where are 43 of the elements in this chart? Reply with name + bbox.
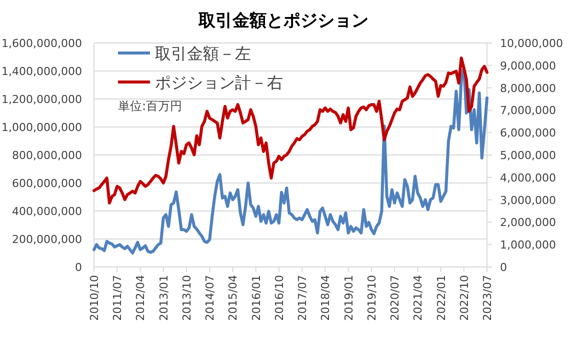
x-tick-label: 2016/01 — [250, 275, 263, 321]
y2-tick-label: 3,000,000 — [500, 194, 556, 207]
x-tick-label: 2019/10 — [365, 275, 378, 321]
x-tick-label: 2022/01 — [434, 275, 448, 321]
y2-tick-label: 9,000,000 — [500, 59, 556, 72]
x-tick-label: 2023/07 — [481, 275, 494, 321]
x-tick-label: 2020/07 — [388, 275, 402, 321]
chart-title: 取引金額とポジション — [198, 11, 368, 31]
line-series — [92, 66, 488, 254]
legend-label: 取引金額－左 — [155, 44, 251, 63]
y2-tick-label: 4,000,000 — [500, 171, 556, 184]
y-tick-label: 800,000,000 — [12, 149, 82, 162]
y-tick-label: 1,400,000,000 — [2, 65, 82, 78]
x-tick-label: 2013/10 — [180, 275, 194, 321]
y-tick-label: 600,000,000 — [12, 177, 82, 190]
x-tick-label: 2010/10 — [88, 275, 101, 321]
x-tick-label: 2011/07 — [111, 275, 124, 321]
x-tick-label: 2021/04 — [412, 275, 425, 321]
y-tick-label: 1,200,000,000 — [2, 93, 82, 106]
y2-tick-label: 8,000,000 — [500, 82, 556, 95]
y-tick-label: 1,600,000,000 — [2, 37, 82, 50]
x-tick-label: 2019/01 — [342, 275, 356, 321]
y-tick-label: 1,000,000,000 — [2, 121, 82, 134]
y2-tick-label: 1,000,000 — [500, 238, 556, 252]
y2-tick-label: 0 — [500, 261, 507, 274]
legend-label: ポジション計－右 — [155, 73, 283, 92]
x-tick-label: 2015/04 — [226, 275, 240, 321]
annotation: 単位:百万円 — [118, 99, 182, 113]
y2-tick-label: 7,000,000 — [500, 104, 556, 118]
x-tick-label: 2013/01 — [157, 275, 170, 321]
x-tick-label: 2022/10 — [458, 275, 471, 321]
y-tick-label: 200,000,000 — [12, 233, 82, 246]
x-tick-label: 2018/04 — [319, 275, 332, 321]
x-tick-label: 2014/07 — [204, 275, 217, 321]
x-tick-label: 2016/10 — [272, 275, 286, 321]
x-tick-label: 2012/04 — [134, 275, 148, 321]
x-tick-label: 2017/07 — [296, 275, 310, 321]
y-tick-label: 0 — [75, 261, 82, 274]
y2-tick-label: 2,000,000 — [500, 216, 556, 230]
y2-tick-label: 5,000,000 — [500, 149, 556, 162]
y2-tick-label: 10,000,000 — [500, 37, 563, 50]
y2-tick-label: 6,000,000 — [500, 126, 556, 140]
y-tick-label: 400,000,000 — [12, 205, 82, 218]
